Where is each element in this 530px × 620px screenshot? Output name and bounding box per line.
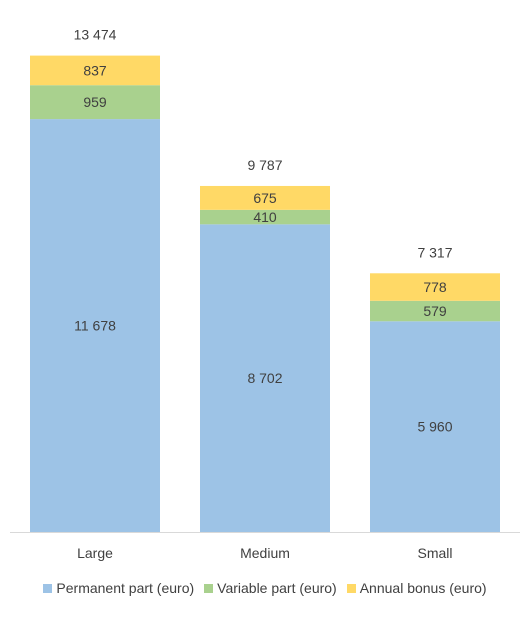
total-label-small: 7 317 bbox=[417, 244, 452, 260]
data-label-medium-2: 410 bbox=[253, 209, 277, 225]
legend-item-1: Permanent part (euro) bbox=[43, 580, 194, 596]
legend-label-3: Annual bonus (euro) bbox=[359, 580, 487, 596]
bar-segment-large-3 bbox=[30, 55, 160, 86]
data-label-medium-3: 675 bbox=[253, 190, 277, 206]
legend-swatch-2 bbox=[204, 583, 214, 593]
bar-segment-medium-2 bbox=[200, 209, 330, 225]
data-label-small-2: 579 bbox=[423, 303, 447, 319]
x-tick-label-small: Small bbox=[417, 545, 452, 561]
data-label-large-2: 959 bbox=[83, 94, 107, 110]
stacked-bar-chart: 11 678 959 837 13 474 Large 8 702 410 675 9 787 M… bbox=[10, 27, 520, 561]
data-label-small-3: 778 bbox=[423, 279, 447, 295]
bar-segment-large-1 bbox=[30, 119, 160, 532]
total-label-large: 13 474 bbox=[74, 27, 117, 43]
data-label-large-1: 11 678 bbox=[74, 318, 116, 334]
legend-swatch-3 bbox=[346, 583, 356, 593]
bar-segment-small-3 bbox=[370, 273, 500, 301]
legend-item-2: Variable part (euro) bbox=[204, 580, 337, 596]
legend-item-3: Annual bonus (euro) bbox=[346, 580, 487, 596]
bar-segment-medium-1 bbox=[200, 224, 330, 532]
bar-segment-large-2 bbox=[30, 85, 160, 120]
legend: Permanent part (euro) Variable part (euro… bbox=[0, 580, 530, 596]
legend-label-1: Permanent part (euro) bbox=[56, 580, 195, 596]
x-tick-label-medium: Medium bbox=[240, 545, 290, 561]
legend-swatch-1 bbox=[43, 583, 53, 593]
legend-label-2: Variable part (euro) bbox=[217, 580, 337, 596]
bar-segment-small-2 bbox=[370, 300, 500, 322]
bar-segment-small-1 bbox=[370, 321, 500, 532]
x-tick-label-large: Large bbox=[77, 545, 113, 561]
total-label-medium: 9 787 bbox=[247, 157, 282, 173]
data-label-medium-1: 8 702 bbox=[247, 370, 282, 386]
data-label-small-1: 5 960 bbox=[417, 419, 452, 435]
bar-segment-medium-3 bbox=[200, 185, 330, 210]
data-label-large-3: 837 bbox=[83, 62, 107, 78]
